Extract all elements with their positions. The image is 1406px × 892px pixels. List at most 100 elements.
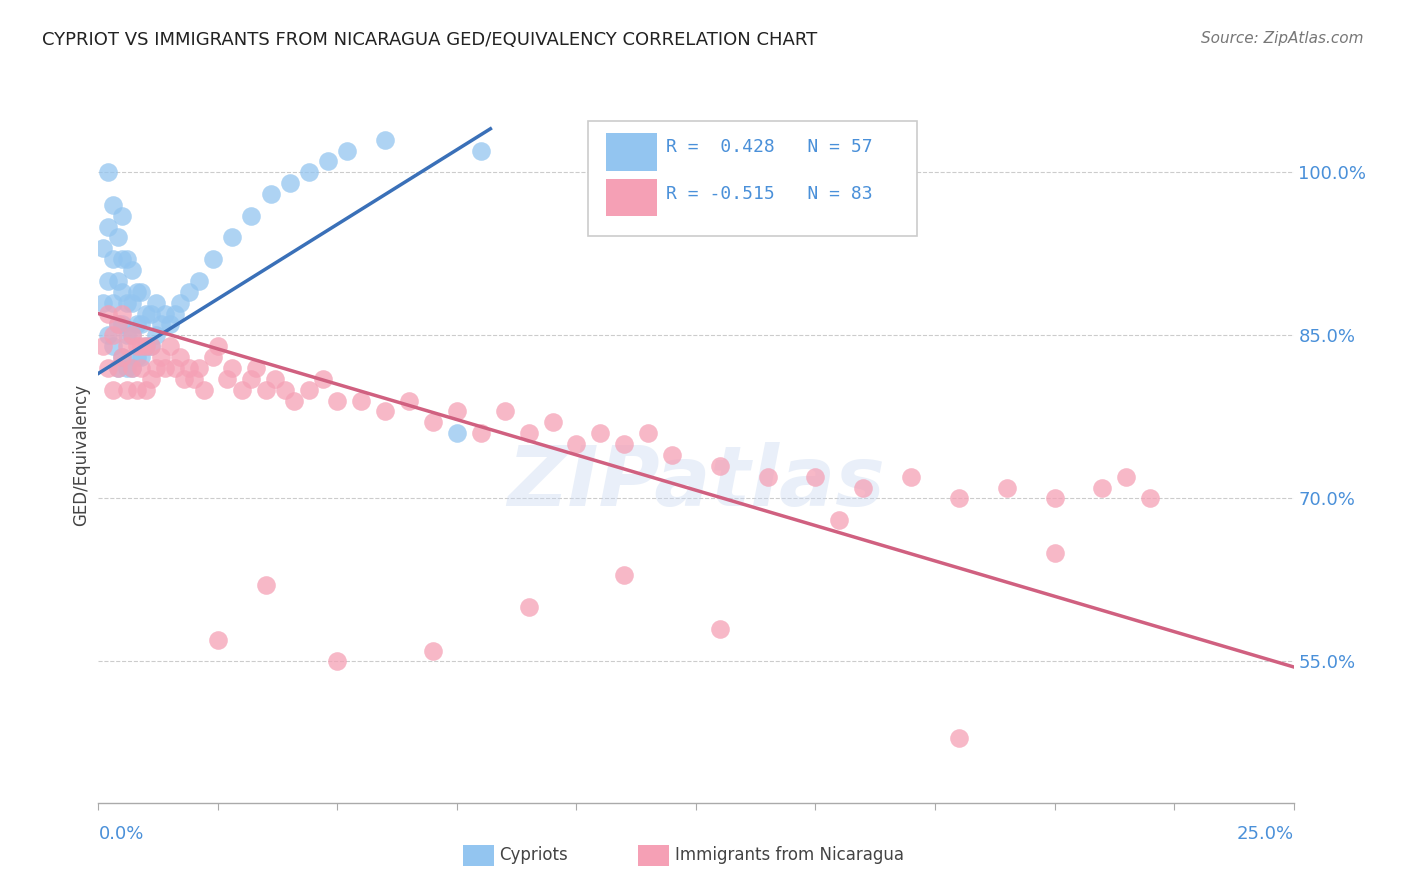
Point [121,361,143,376]
Point [121,328,143,343]
Point [173,372,195,386]
Point [107,361,129,376]
Point [283,393,305,408]
Point [613,437,636,451]
Point [149,318,172,332]
Point [121,263,143,277]
Point [101,339,124,353]
Point [135,383,157,397]
Point [231,383,253,397]
Point [125,285,148,299]
Point [336,144,359,158]
Point [135,307,157,321]
Point [97,219,120,234]
FancyBboxPatch shape [606,134,657,171]
Point [207,339,229,353]
Point [852,481,875,495]
Point [183,372,205,386]
Point [254,578,277,592]
Point [470,426,492,441]
Point [202,350,225,364]
Point [179,361,201,376]
Text: R =  0.428   N = 57: R = 0.428 N = 57 [666,137,873,156]
Point [374,404,396,418]
Point [245,361,267,376]
Point [374,133,396,147]
Point [111,307,134,321]
Point [1043,491,1066,506]
Text: ZIPatlas: ZIPatlas [508,442,884,524]
Point [107,361,129,376]
Point [900,469,922,483]
Point [221,361,243,376]
Point [101,295,124,310]
Point [107,230,129,244]
Point [446,426,468,441]
Point [565,437,588,451]
Point [115,383,138,397]
Point [1115,469,1137,483]
Point [756,469,779,483]
Point [298,165,321,179]
Point [125,350,148,364]
Point [422,415,444,429]
Point [709,458,731,473]
Point [131,350,153,364]
Point [101,383,124,397]
Point [115,328,138,343]
Point [121,328,143,343]
Point [121,361,143,376]
Point [111,252,134,267]
Point [398,393,420,408]
Point [111,350,134,364]
Point [804,469,827,483]
Point [139,339,162,353]
Point [145,328,167,343]
Point [107,274,129,288]
Point [145,361,167,376]
Point [155,361,177,376]
Point [149,350,172,364]
Point [155,307,177,321]
Point [91,241,114,255]
Point [145,295,167,310]
Point [517,600,540,615]
Point [517,426,540,441]
Point [179,285,201,299]
Point [111,318,134,332]
Point [709,622,731,636]
Point [91,295,114,310]
Point [661,448,683,462]
Point [637,426,659,441]
Point [541,415,564,429]
Point [193,383,215,397]
Point [326,393,349,408]
Text: 0.0%: 0.0% [98,825,143,843]
Point [159,318,181,332]
Point [1091,481,1114,495]
Point [97,274,120,288]
Point [240,209,263,223]
Point [202,252,225,267]
Point [135,339,157,353]
Point [948,491,970,506]
FancyBboxPatch shape [588,121,917,235]
Text: R = -0.515   N = 83: R = -0.515 N = 83 [666,185,873,203]
Point [217,372,239,386]
Point [111,209,134,223]
Point [169,350,191,364]
Point [422,643,444,657]
Point [221,230,243,244]
Point [125,318,148,332]
Point [163,361,186,376]
Point [316,154,339,169]
Point [131,361,153,376]
Point [259,187,281,202]
Point [125,383,148,397]
FancyBboxPatch shape [606,178,657,216]
Point [1043,546,1066,560]
Point [350,393,373,408]
Point [135,339,157,353]
Text: Cypriots: Cypriots [499,847,568,864]
Point [131,318,153,332]
